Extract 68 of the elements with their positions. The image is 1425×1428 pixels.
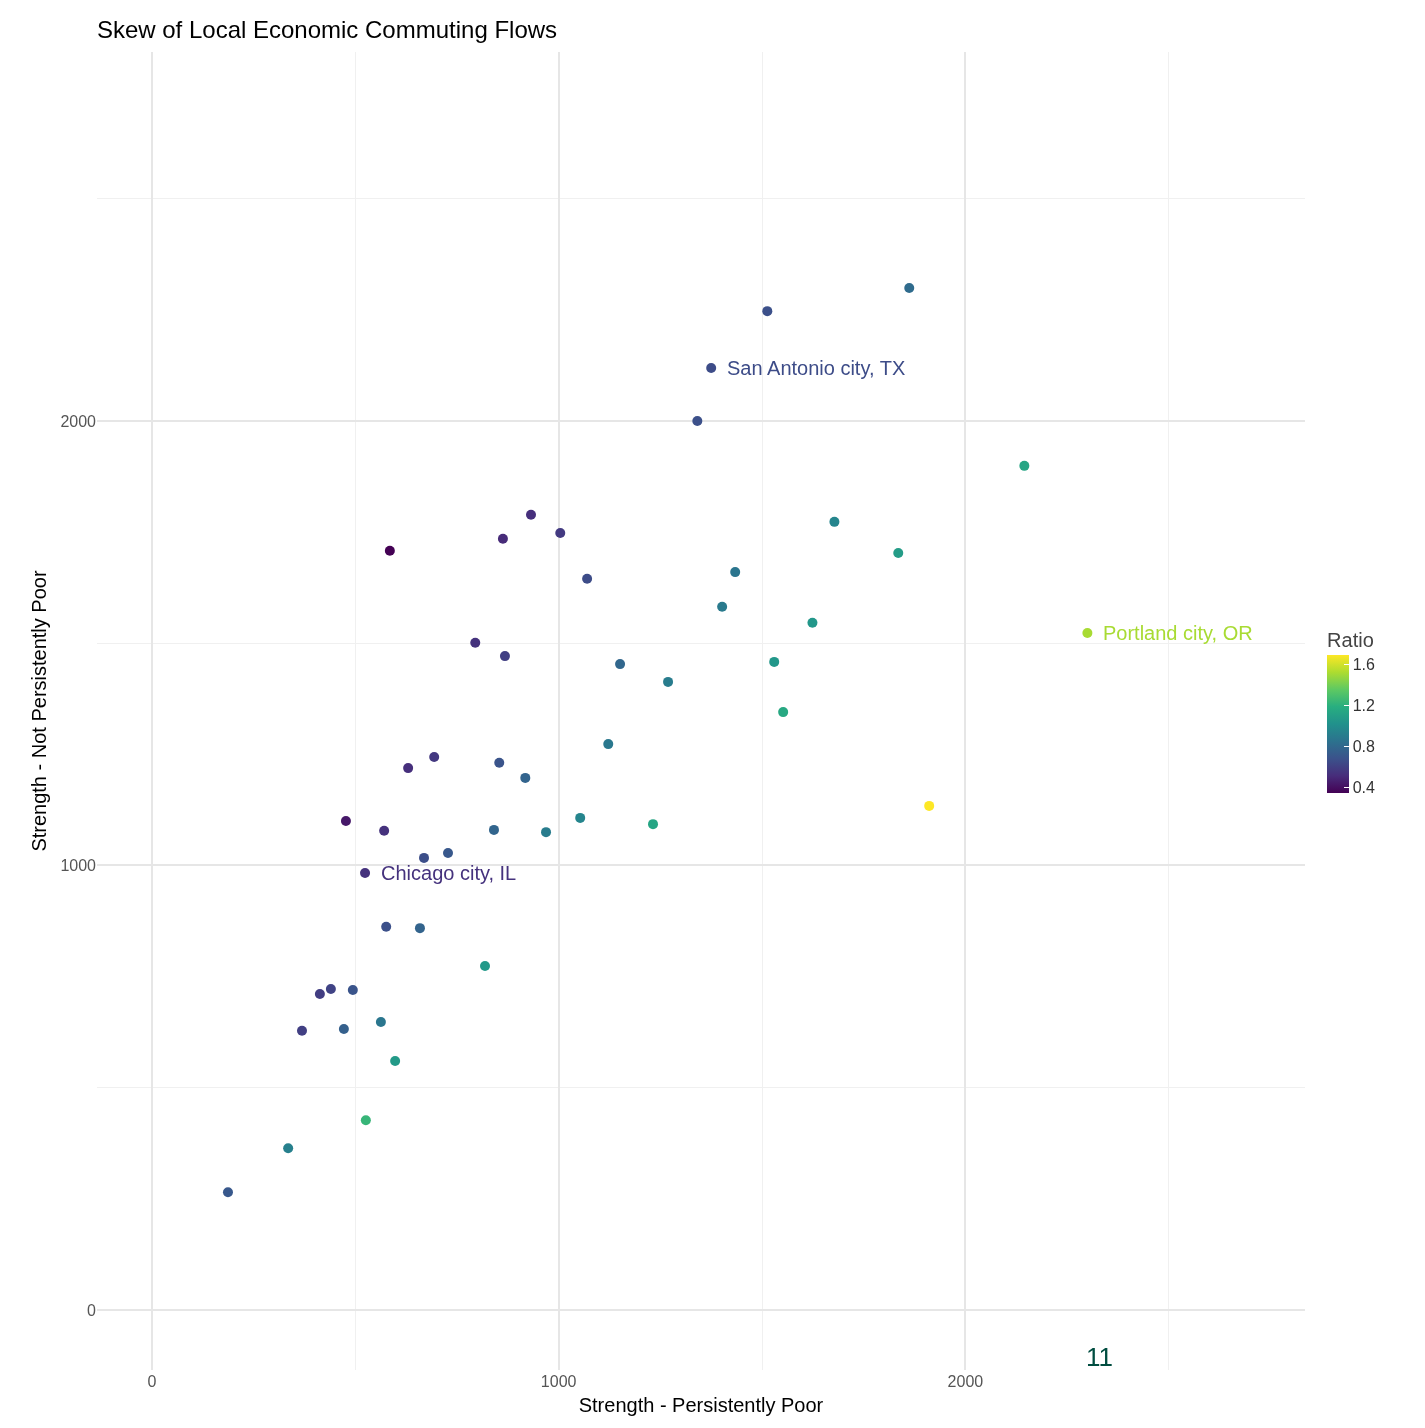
x-tick-label: 0 (147, 1373, 157, 1390)
point (379, 825, 390, 836)
point (717, 601, 728, 612)
point (648, 819, 659, 830)
x-tick-label: 2000 (947, 1373, 984, 1390)
color-bar-label: 0.4 (1352, 778, 1376, 796)
point (360, 868, 371, 879)
point (375, 1016, 386, 1027)
point (414, 923, 425, 934)
point (497, 533, 508, 544)
point (525, 509, 536, 520)
point (338, 1024, 349, 1035)
point (582, 573, 593, 584)
x-axis-title: Strength - Persistently Poor (578, 1393, 824, 1416)
point (778, 707, 789, 718)
point (390, 1056, 401, 1067)
point (924, 800, 935, 811)
point (494, 757, 505, 768)
point (381, 921, 392, 932)
point (1019, 460, 1030, 471)
point (488, 824, 499, 835)
point (807, 617, 818, 628)
point (762, 306, 773, 317)
point (769, 656, 780, 667)
point (480, 960, 491, 971)
point (893, 547, 904, 558)
point (520, 772, 531, 783)
point (314, 988, 325, 999)
point (429, 752, 440, 763)
point (555, 527, 566, 538)
point (829, 516, 840, 527)
annotation: 11 (1086, 1342, 1113, 1372)
point (470, 637, 481, 648)
y-tick-label: 0 (87, 1301, 97, 1319)
y-axis-title: Strength - Not Persistently Poor (27, 570, 50, 852)
point (904, 283, 915, 294)
point (340, 816, 351, 827)
point (663, 676, 674, 687)
color-bar-title: Ratio (1327, 628, 1374, 651)
color-bar-label: 1.2 (1352, 697, 1376, 715)
point (283, 1143, 294, 1154)
point (360, 1115, 371, 1126)
point (575, 812, 586, 823)
point (499, 651, 510, 662)
point (603, 739, 614, 750)
point (692, 415, 703, 426)
point (443, 848, 454, 859)
point (419, 852, 430, 863)
point (296, 1025, 307, 1036)
point (730, 567, 741, 578)
point (384, 545, 395, 556)
annotation: San Antonio city, TX (727, 357, 906, 379)
color-bar-label: 1.6 (1352, 656, 1376, 674)
x-tick-label: 1000 (540, 1373, 577, 1390)
point (541, 827, 552, 838)
point (403, 763, 414, 774)
y-tick-label: 1000 (60, 857, 97, 875)
point (347, 984, 358, 995)
point (325, 984, 336, 995)
annotation: Chicago city, IL (381, 862, 517, 884)
point (706, 363, 717, 374)
color-bar-label: 0.8 (1352, 738, 1376, 756)
annotation: Portland city, OR (1103, 622, 1253, 644)
chart-title: Skew of Local Economic Commuting Flows (96, 16, 558, 44)
point (1082, 627, 1093, 638)
point (615, 659, 626, 670)
y-tick-label: 2000 (60, 412, 97, 430)
point (222, 1187, 233, 1198)
